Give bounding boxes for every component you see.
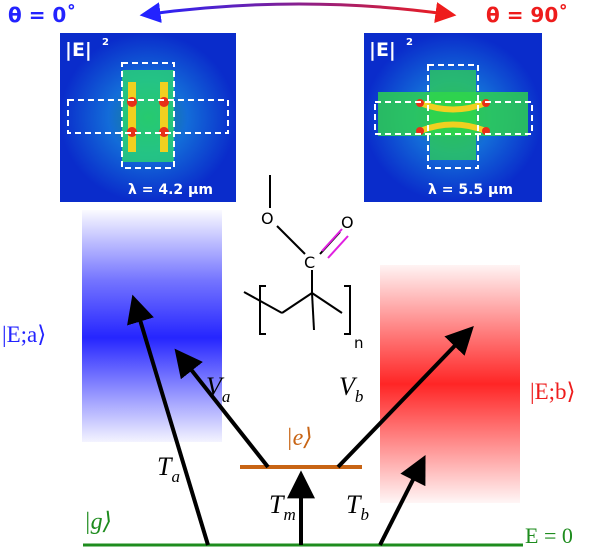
red-continuum-band <box>380 265 520 503</box>
angle-left-label: θ = 0˚ <box>8 3 76 27</box>
arrow-Ta <box>127 294 210 546</box>
field-map-right-title: |E| <box>369 39 396 61</box>
label-Ta: Ta <box>157 452 180 486</box>
label-Tb: Tb <box>346 490 369 524</box>
molecule-structure <box>243 175 351 335</box>
repeat-unit-n: n <box>354 334 364 352</box>
state-Ea-label: |E;a⟩ <box>2 322 46 347</box>
state-Eb-label: |E;b⟩ <box>530 379 576 404</box>
arrow-Tb <box>378 455 426 546</box>
blue-continuum-band <box>82 210 222 442</box>
label-Tm: Tm <box>269 490 296 524</box>
energy-zero-label: E = 0 <box>525 523 573 548</box>
angle-right-label: θ = 90˚ <box>486 3 568 27</box>
state-g-label: |g⟩ <box>84 509 112 535</box>
field-map-left-title: |E| <box>65 39 92 61</box>
angle-switch-arrow <box>139 2 457 24</box>
arrow-Vb <box>336 325 474 469</box>
field-map-right-exponent: 2 <box>406 37 413 48</box>
carbon-label: C <box>304 253 315 272</box>
state-e-label: |e⟩ <box>286 425 313 451</box>
field-map-right: |E| 2 λ = 5.5 μm <box>364 33 542 202</box>
label-Va: Va <box>206 372 230 406</box>
field-map-right-wavelength: λ = 5.5 μm <box>428 182 513 198</box>
field-map-left-wavelength: λ = 4.2 μm <box>128 182 213 198</box>
arrow-Va <box>174 348 270 469</box>
oxygen-single-label: O <box>261 209 274 228</box>
oxygen-double-label: O <box>341 213 354 232</box>
label-Vb: Vb <box>339 372 363 406</box>
field-map-left: |E| 2 λ = 4.2 μm <box>60 33 236 202</box>
field-map-left-exponent: 2 <box>102 37 109 48</box>
